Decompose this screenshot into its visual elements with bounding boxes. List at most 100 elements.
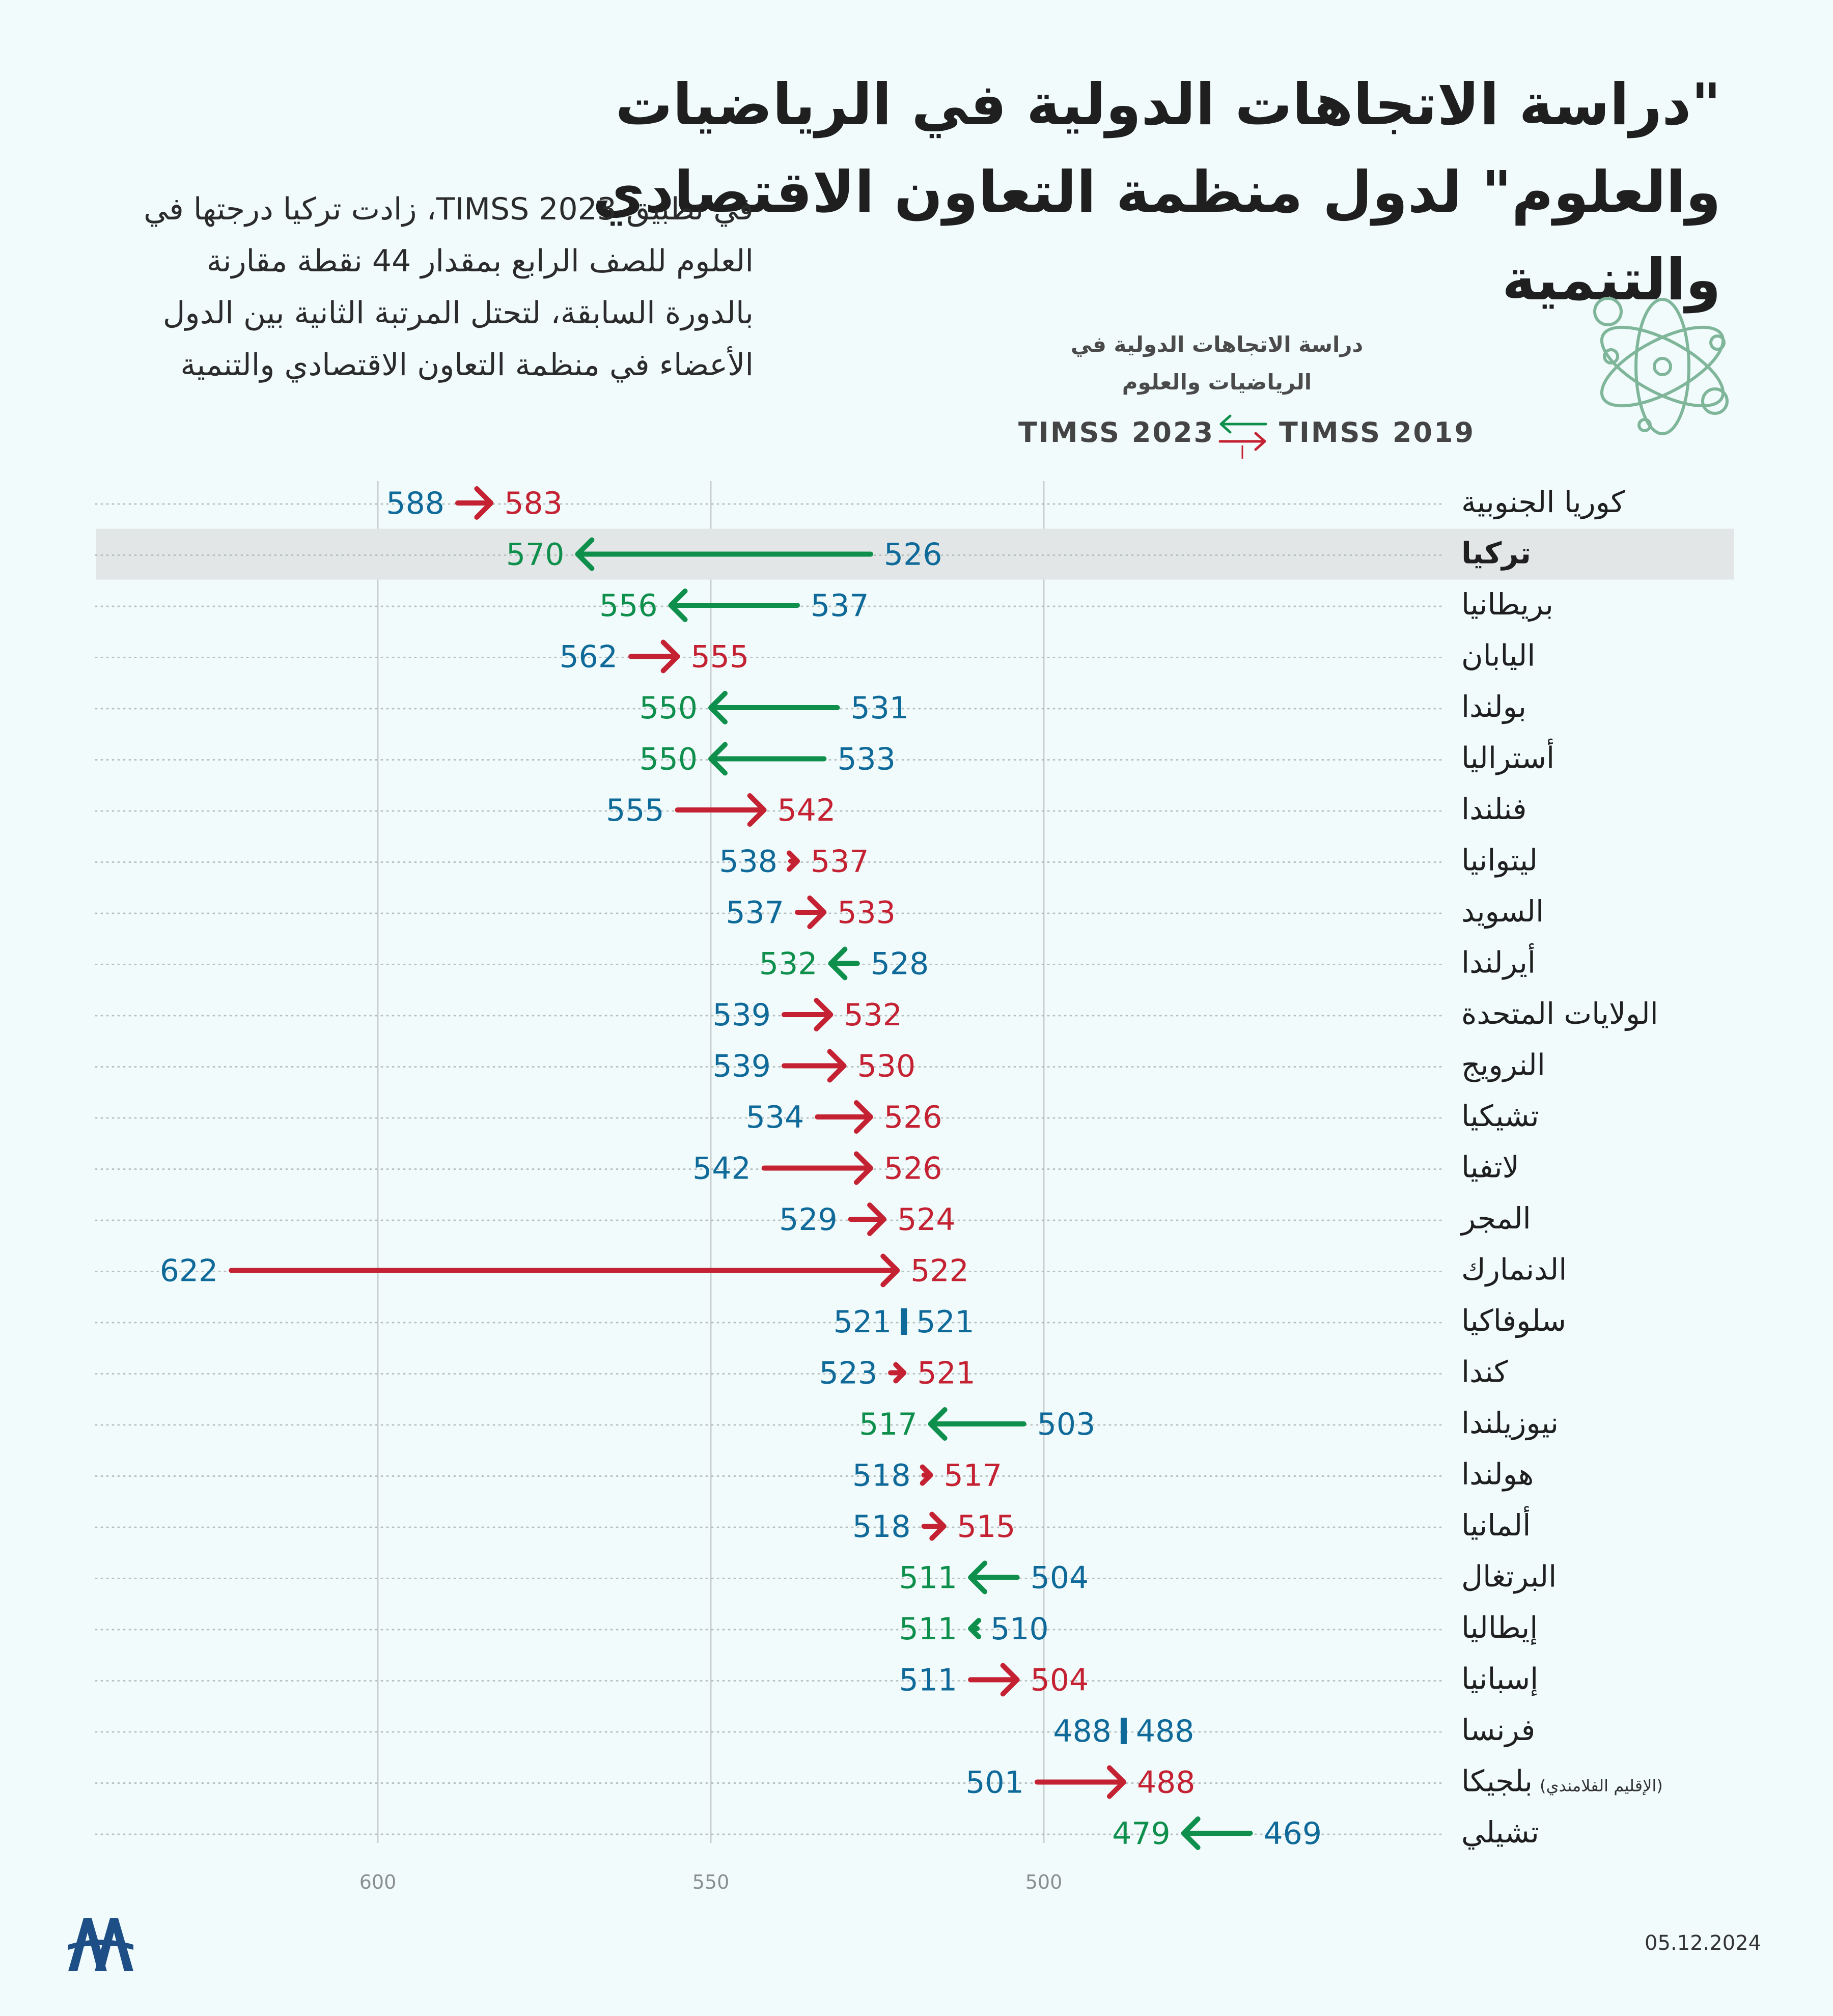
change-arrow-head [708,742,728,776]
chart-row: كوريا الجنوبية 588 583 [95,485,1625,521]
x-tick-label: 550 [692,1871,730,1893]
change-arrow-head [867,1202,887,1236]
change-arrow-head [807,895,827,929]
change-arrow-head [968,1618,982,1639]
country-note: (الإقليم الفلامندي) [1540,1776,1663,1796]
score-2023: 556 [599,588,658,624]
change-arrow-head [920,1464,933,1486]
score-2023: 504 [1031,1663,1089,1698]
chart-row: المجر 529 524 [95,1201,1531,1238]
rows-layer: كوريا الجنوبية 588 583 تركيا 526 570 بريطانيا 5… [95,485,1663,1852]
score-2023: 517 [944,1458,1003,1494]
country-label: أستراليا [1461,739,1554,776]
country-label: إيطاليا [1461,1610,1538,1645]
chart-row: ليتوانيا 538 537 [95,843,1538,880]
country-label: البرتغال [1461,1559,1557,1594]
score-2019: 511 [899,1663,958,1698]
score-2019: 521 [834,1304,892,1340]
legend-label-2019: TIMSS 2019 [1279,416,1476,449]
country-label: اليابان [1461,638,1535,673]
score-2023: 533 [837,895,896,931]
score-2019: 529 [779,1202,838,1238]
score-2023: 488 [1136,1714,1195,1749]
chart-row: هولندا 518 517 [95,1457,1534,1494]
chart-row: لاتفيا 542 526 [95,1150,1519,1187]
change-arrow-head [1181,1816,1201,1850]
score-2019: 542 [692,1151,751,1187]
score-2023: 532 [844,997,902,1033]
change-arrow-head [968,1560,988,1594]
chart-row: كندا 523 521 [95,1355,1508,1391]
chart-row: فنلندا 555 542 [95,792,1527,828]
change-arrow-head [893,1362,907,1384]
chart-row: بلجيكا (الإقليم الفلامندي) 501 488 [95,1764,1663,1801]
score-2019: 510 [990,1611,1049,1647]
change-arrow-head [575,537,595,571]
country-label: كندا [1461,1355,1508,1389]
chart-row: بولندا 531 550 [95,689,1526,726]
country-label: تشيكيا [1461,1099,1539,1133]
chart-row: النرويج 539 530 [95,1048,1545,1084]
country-label: السويد [1461,894,1544,929]
score-2019: 528 [871,946,929,982]
score-2019: 537 [811,588,869,624]
score-2023: 521 [916,1304,975,1340]
country-label: بولندا [1461,689,1526,724]
x-tick-label: 500 [1025,1871,1063,1893]
score-2023: 550 [639,742,698,777]
score-2023: 524 [897,1202,956,1238]
country-label: هولندا [1461,1457,1534,1492]
unchanged-marker [1120,1718,1127,1744]
chart-row: الدنمارك 622 522 [95,1252,1567,1289]
country-label: بلجيكا [1461,1764,1533,1799]
score-2019: 533 [837,742,896,777]
country-label: النرويج [1461,1048,1545,1083]
change-arrow-head [853,1100,873,1134]
score-2019: 622 [160,1253,218,1289]
country-label: فرنسا [1461,1713,1535,1748]
change-arrow-head [828,946,848,981]
score-2019: 523 [819,1356,878,1391]
score-2023: 488 [1137,1765,1196,1801]
chart-row: البرتغال 504 511 [95,1559,1557,1596]
country-label: تركيا [1461,536,1531,571]
score-2023: 542 [777,793,836,828]
score-2023: 479 [1112,1816,1171,1852]
score-2019: 469 [1263,1816,1322,1852]
chart-row: أستراليا 533 550 [95,739,1554,777]
score-2019: 504 [1031,1560,1089,1596]
chart-row: إسبانيا 511 504 [95,1662,1538,1698]
change-arrow-head [747,793,767,827]
legend-label-2023: TIMSS 2023 [1018,416,1215,449]
change-arrow-head [668,589,688,622]
score-2023: 511 [899,1611,958,1647]
change-arrow-head [853,1151,873,1185]
atom-icon [1593,297,1729,435]
score-2019: 526 [884,537,942,573]
legend-arrows-icon [1218,414,1267,459]
change-arrow-head [827,1049,847,1083]
country-label: كوريا الجنوبية [1461,485,1625,520]
chart-row: السويد 537 533 [95,894,1544,931]
country-label: إسبانيا [1461,1662,1538,1697]
score-2023: 537 [811,844,869,880]
country-label: ألمانيا [1461,1506,1531,1543]
country-label: لاتفيا [1461,1150,1519,1185]
score-2019: 538 [719,844,777,880]
intro-text: في تطبيق TIMSS 2023، زادت تركيا درجتها ف… [144,191,754,383]
change-arrow-head [929,1511,947,1541]
chart-row: سلوفاكيا 521 521 [95,1303,1566,1340]
country-label: نيوزيلندا [1461,1406,1559,1441]
chart-row: تشيكيا 534 526 [95,1099,1539,1135]
score-2019: 539 [712,997,771,1033]
chart-row: تركيا 526 570 [95,536,1531,573]
score-2023: 555 [691,639,749,675]
score-2019: 518 [852,1458,911,1494]
chart-row: الولايات المتحدة 539 532 [95,996,1658,1033]
country-label: أيرلندا [1461,943,1536,981]
change-arrow-head [1106,1765,1126,1799]
score-2019: 488 [1053,1714,1112,1749]
score-2019: 562 [560,639,618,675]
score-2023: 521 [917,1356,976,1391]
change-arrow-head [814,998,834,1031]
